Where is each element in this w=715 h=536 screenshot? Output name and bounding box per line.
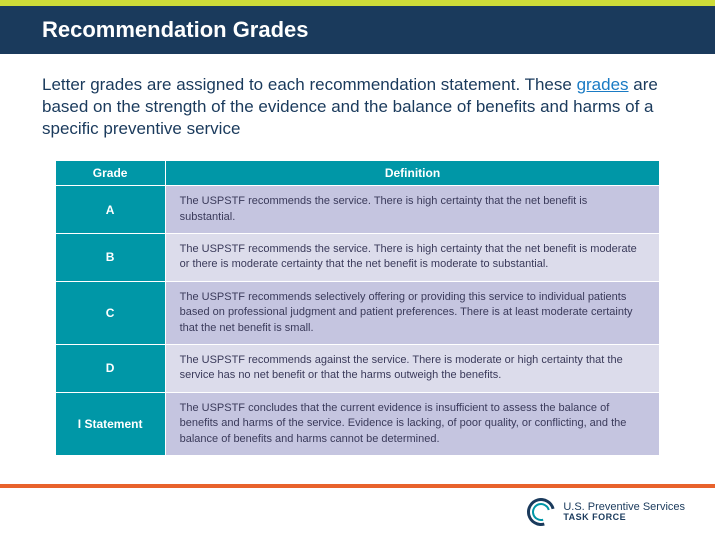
table-row: A The USPSTF recommends the service. The… [55,186,660,234]
orange-divider [0,484,715,488]
definition-cell: The USPSTF recommends selectively offeri… [165,281,660,344]
footer-text: U.S. Preventive Services TASK FORCE [563,502,685,522]
grade-cell: B [55,234,165,282]
uspstf-logo-icon [522,493,560,531]
col-grade: Grade [55,161,165,186]
grade-cell: A [55,186,165,234]
col-definition: Definition [165,161,660,186]
definition-cell: The USPSTF recommends against the servic… [165,345,660,393]
footer-line2: TASK FORCE [563,513,685,522]
intro-before: Letter grades are assigned to each recom… [42,75,577,94]
slide-title: Recommendation Grades [42,17,309,43]
definition-cell: The USPSTF concludes that the current ev… [165,392,660,455]
footer: U.S. Preventive Services TASK FORCE [527,498,685,526]
table-row: B The USPSTF recommends the service. The… [55,234,660,282]
intro-text: Letter grades are assigned to each recom… [42,74,673,140]
grade-cell: C [55,281,165,344]
table-row: I Statement The USPSTF concludes that th… [55,392,660,455]
table-header-row: Grade Definition [55,161,660,186]
definition-cell: The USPSTF recommends the service. There… [165,186,660,234]
grade-cell: I Statement [55,392,165,455]
grade-cell: D [55,345,165,393]
grades-link[interactable]: grades [577,75,629,94]
slide-body: Letter grades are assigned to each recom… [0,54,715,456]
grades-table: Grade Definition A The USPSTF recommends… [55,160,661,456]
slide: Recommendation Grades Letter grades are … [0,0,715,536]
title-bar: Recommendation Grades [0,6,715,54]
table-row: D The USPSTF recommends against the serv… [55,345,660,393]
table-row: C The USPSTF recommends selectively offe… [55,281,660,344]
definition-cell: The USPSTF recommends the service. There… [165,234,660,282]
